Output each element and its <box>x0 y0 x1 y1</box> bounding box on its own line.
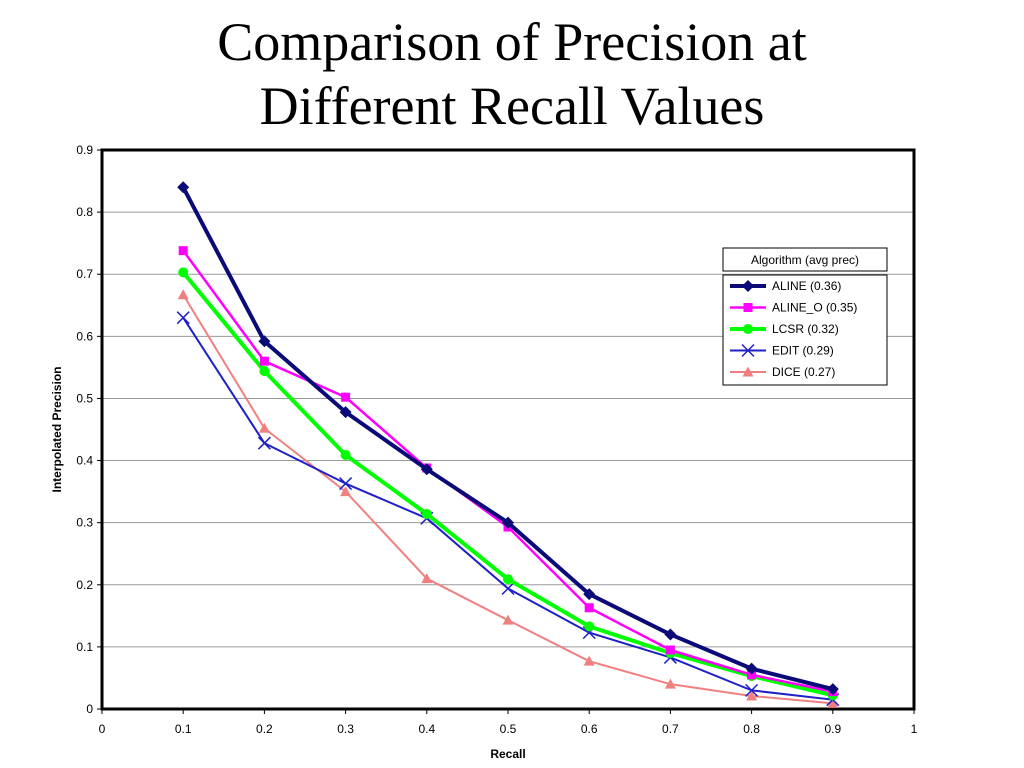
x-tick-label: 0.7 <box>662 722 679 736</box>
legend-item: DICE (0.27) <box>730 365 835 379</box>
data-point <box>583 655 595 666</box>
legend-label: ALINE (0.36) <box>772 279 841 293</box>
y-tick-label: 0.8 <box>76 205 93 219</box>
chart-title: Comparison of Precision at Different Rec… <box>0 10 1024 138</box>
data-point <box>340 449 351 460</box>
data-point <box>665 645 675 655</box>
data-point <box>501 581 515 596</box>
data-point <box>502 516 514 529</box>
data-point <box>826 683 839 696</box>
plot-area-frame <box>100 148 916 711</box>
data-point <box>503 574 513 585</box>
data-point <box>340 486 352 497</box>
data-point <box>176 311 190 325</box>
y-axis-title: Interpolated Precision <box>50 366 64 492</box>
data-point <box>664 628 677 641</box>
legend-title-box <box>722 247 888 272</box>
legend-label: DICE (0.27) <box>772 365 835 379</box>
data-point <box>259 366 270 377</box>
x-axis-ticks: 0 0.1 0.2 0.3 0.4 0.5 0.6 0.7 0.8 0.9 1 <box>99 709 918 736</box>
data-point <box>178 246 188 256</box>
series-0 <box>177 181 839 696</box>
data-point <box>177 289 189 300</box>
data-point <box>341 392 351 402</box>
x-tick-label: 0.9 <box>824 722 841 736</box>
y-tick-label: 0.1 <box>76 640 93 654</box>
legend-marker <box>742 280 754 292</box>
y-tick-label: 0.5 <box>76 391 93 405</box>
legend-marker <box>743 324 753 334</box>
data-point <box>420 463 433 476</box>
legend-item: ALINE_O (0.35) <box>730 301 857 315</box>
data-point <box>746 690 758 701</box>
legend-item: ALINE (0.36) <box>730 279 841 293</box>
x-tick-label: 0.1 <box>175 722 192 736</box>
data-point <box>584 621 595 632</box>
data-point <box>259 356 269 366</box>
y-tick-label: 0.4 <box>76 454 93 468</box>
data-point <box>583 588 596 601</box>
data-point <box>421 573 433 584</box>
chart-title-line-1: Comparison of Precision at <box>217 12 807 72</box>
x-tick-label: 0.4 <box>418 722 435 736</box>
legend-item: LCSR (0.32) <box>730 322 839 336</box>
data-point <box>827 697 839 708</box>
data-point <box>339 406 352 419</box>
x-tick-label: 1 <box>911 722 918 736</box>
y-tick-label: 0.3 <box>76 516 93 530</box>
y-tick-label: 0.9 <box>76 143 93 157</box>
legend-items: ALINE (0.36) ALINE_O (0.35) LCSR (0.32) EDI… <box>730 279 857 379</box>
x-axis-title: Recall <box>490 747 525 761</box>
y-tick-label: 0.2 <box>76 578 93 592</box>
data-point <box>502 614 514 625</box>
legend-label: EDIT (0.29) <box>772 344 834 358</box>
data-point <box>178 267 189 278</box>
data-point <box>257 436 271 450</box>
legend-marker <box>741 343 755 358</box>
y-tick-label: 0.7 <box>76 267 93 281</box>
x-tick-label: 0.2 <box>256 722 273 736</box>
legend-label: LCSR (0.32) <box>772 322 839 336</box>
y-axis-ticks: 0 0.1 0.2 0.3 0.4 0.5 0.6 0.7 0.8 0.9 <box>76 143 102 716</box>
legend-title: Algorithm (avg prec) <box>751 253 859 267</box>
chart-title-line-2: Different Recall Values <box>259 76 765 136</box>
data-point <box>745 662 758 675</box>
legend-marker <box>742 366 754 377</box>
data-point <box>258 335 271 348</box>
x-tick-label: 0.8 <box>743 722 760 736</box>
data-point <box>177 181 190 194</box>
legend-item: EDIT (0.29) <box>730 344 834 358</box>
data-point <box>745 683 759 697</box>
x-tick-label: 0.3 <box>337 722 354 736</box>
legend: Algorithm (avg prec) ALINE (0.36) ALINE_O… <box>722 247 888 386</box>
series-layer <box>176 181 840 708</box>
data-point <box>258 422 270 433</box>
legend-marker <box>743 303 753 312</box>
x-tick-label: 0 <box>99 722 106 736</box>
series-4 <box>177 289 839 708</box>
x-tick-label: 0.5 <box>500 722 517 736</box>
data-point <box>664 678 676 689</box>
y-tick-label: 0.6 <box>76 329 93 343</box>
x-tick-label: 0.6 <box>581 722 598 736</box>
y-tick-label: 0 <box>86 702 93 716</box>
legend-label: ALINE_O (0.35) <box>772 301 857 315</box>
data-point <box>421 508 432 519</box>
data-point <box>584 603 594 613</box>
data-point <box>339 477 353 491</box>
data-point <box>747 670 757 680</box>
